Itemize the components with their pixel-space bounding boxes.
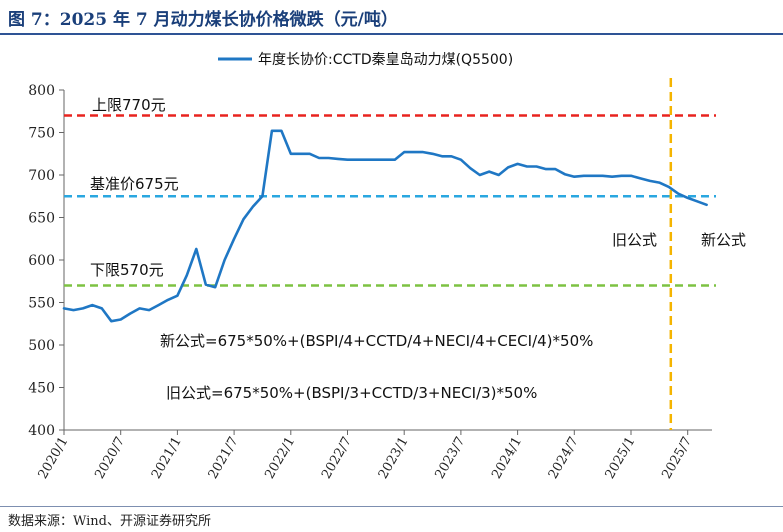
upper-limit-label: 上限770元	[92, 96, 166, 114]
series-line	[62, 129, 708, 323]
x-tick-label: 2020/7	[92, 435, 128, 482]
reference-lines	[64, 78, 716, 430]
new-formula-tag: 新公式	[701, 231, 746, 249]
x-tick-label: 2024/1	[489, 435, 525, 482]
y-tick-label: 500	[28, 338, 55, 354]
x-tick-label: 2025/7	[659, 435, 695, 482]
y-tick-label: 600	[28, 253, 55, 269]
lower-limit-label: 下限570元	[90, 261, 164, 279]
y-tick-label: 550	[28, 296, 55, 312]
legend-label: 年度长协价:CCTD秦皇岛动力煤(Q5500)	[258, 52, 513, 68]
title-divider	[0, 33, 783, 35]
old-formula-text: 旧公式=675*50%+(BSPI/3+CCTD/3+NECI/3)*50%	[166, 384, 537, 402]
x-tick-label: 2023/1	[376, 435, 412, 482]
benchmark-label: 基准价675元	[90, 175, 179, 193]
x-axis: 2020/1 2020/7 2021/1 2021/7 2022/1 2022/7 2023…	[36, 429, 712, 482]
y-axis: 400 450 500 550 600 650 700 750 800	[28, 83, 65, 439]
y-tick-label: 800	[28, 83, 55, 99]
source-note: 数据来源：Wind、开源证券研究所	[8, 514, 211, 529]
y-tick-label: 650	[28, 211, 55, 227]
x-tick-label: 2021/7	[206, 435, 242, 482]
figure-title: 图 7：2025 年 7 月动力煤长协价格微跌（元/吨）	[8, 10, 398, 30]
y-tick-label: 450	[28, 381, 55, 397]
annotations: 上限770元 基准价675元 下限570元 旧公式 新公式 新公式=675*50…	[90, 96, 746, 402]
old-formula-tag: 旧公式	[612, 231, 657, 249]
y-tick-label: 750	[28, 126, 55, 142]
x-tick-label: 2023/7	[432, 435, 468, 482]
x-tick-label: 2022/1	[262, 435, 298, 482]
series-layer	[62, 129, 708, 323]
x-tick-label: 2020/1	[36, 435, 72, 482]
y-tick-label: 700	[28, 168, 55, 184]
x-tick-label: 2022/7	[319, 435, 355, 482]
y-tick-label: 400	[28, 423, 55, 439]
x-tick-label: 2024/7	[546, 435, 582, 482]
x-tick-label: 2025/1	[603, 435, 639, 482]
source-divider	[0, 506, 783, 507]
new-formula-text: 新公式=675*50%+(BSPI/4+CCTD/4+NECI/4+CECI/4…	[160, 332, 593, 350]
x-tick-label: 2021/1	[149, 435, 185, 482]
legend: 年度长协价:CCTD秦皇岛动力煤(Q5500)	[218, 52, 513, 68]
